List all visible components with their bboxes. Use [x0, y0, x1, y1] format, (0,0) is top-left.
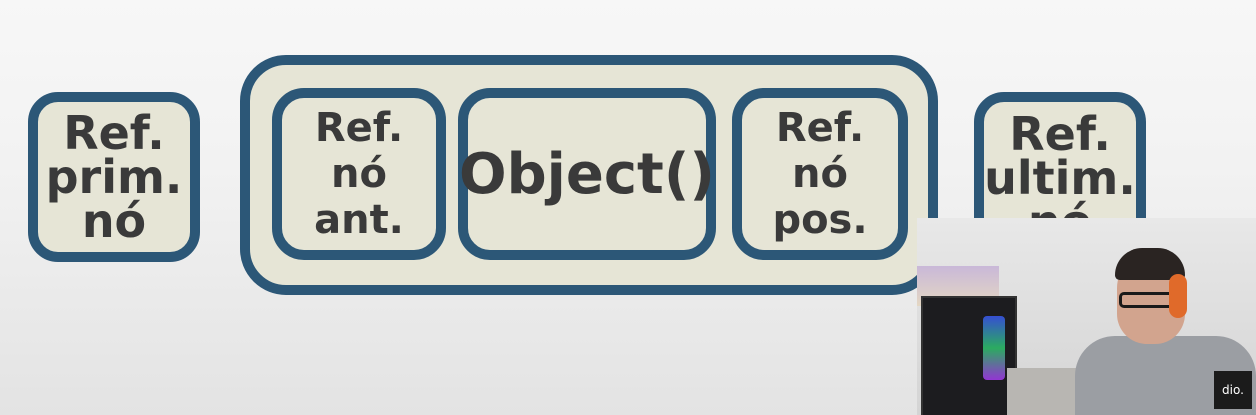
ref-first-node-box: Ref. prim. nó: [28, 92, 200, 262]
ref-next-node-box: Ref. nó pos.: [732, 88, 908, 260]
ref-first-node-label: Ref. prim. nó: [45, 106, 183, 248]
channel-logo-text: dio.: [1222, 383, 1244, 397]
ref-previous-node-label: Ref. nó ant.: [314, 105, 404, 243]
webcam-computer-lights: [983, 316, 1005, 380]
object-box: Object(): [458, 88, 716, 260]
object-label: Object(): [458, 141, 716, 207]
webcam-overlay: dio.: [917, 218, 1256, 415]
ref-next-node-label: Ref. nó pos.: [772, 105, 868, 243]
headset-icon: [1169, 274, 1187, 318]
channel-logo: dio.: [1214, 371, 1252, 409]
ref-previous-node-box: Ref. nó ant.: [272, 88, 446, 260]
webcam-computer: [921, 296, 1017, 415]
